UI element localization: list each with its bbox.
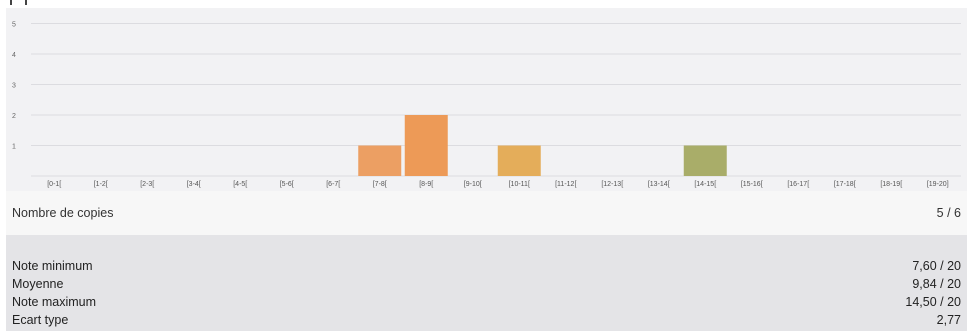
- x-tick-label: [6-7[: [326, 181, 340, 188]
- x-tick-label: [19-20]: [927, 181, 949, 188]
- histogram-bar: [404, 115, 448, 176]
- top-mark: [10, 0, 12, 5]
- stat-row-minimum: Note minimum 7,60 / 20: [12, 257, 961, 275]
- x-tick-label: [16-17[: [787, 181, 809, 188]
- y-tick-label: 5: [12, 22, 16, 29]
- histogram-bar: [358, 145, 402, 176]
- x-tick-label: [17-18[: [834, 181, 856, 188]
- x-tick-label: [1-2[: [94, 181, 108, 188]
- copies-count-value: 5 / 6: [936, 206, 961, 220]
- x-tick-label: [9-10[: [464, 181, 482, 188]
- stat-value: 2,77: [936, 313, 961, 327]
- top-strip: [0, 0, 973, 8]
- x-tick-label: [8-9[: [419, 181, 433, 188]
- stat-row-mean: Moyenne 9,84 / 20: [12, 275, 961, 293]
- statistics-panel: Note minimum 7,60 / 20 Moyenne 9,84 / 20…: [6, 235, 967, 331]
- x-tick-label: [11-12[: [555, 181, 576, 188]
- copies-count-row: Nombre de copies 5 / 6: [6, 191, 967, 235]
- stat-row-std-dev: Ecart type 2,77: [12, 311, 961, 329]
- x-tick-label: [14-15[: [694, 181, 716, 188]
- histogram-bar: [497, 145, 541, 176]
- y-tick-label: 1: [12, 144, 16, 151]
- stat-label: Moyenne: [12, 277, 64, 291]
- y-tick-label: 2: [12, 113, 16, 120]
- x-tick-label: [10-11[: [509, 181, 530, 188]
- stat-label: Note minimum: [12, 259, 93, 273]
- x-tick-label: [5-6[: [280, 181, 294, 188]
- stat-row-maximum: Note maximum 14,50 / 20: [12, 293, 961, 311]
- x-tick-label: [15-16[: [741, 181, 763, 188]
- x-tick-label: [7-8[: [373, 181, 387, 188]
- stat-label: Ecart type: [12, 313, 69, 327]
- y-tick-label: 3: [12, 83, 16, 90]
- x-tick-label: [13-14[: [648, 181, 670, 188]
- stat-value: 9,84 / 20: [912, 277, 961, 291]
- histogram-chart: 1 2 3 4 5 [0-1[ [1-2[ [2-3[ [3-4[ [4-5[ [5-6[ [6-7[…: [6, 8, 967, 191]
- stat-label: Note maximum: [12, 295, 97, 309]
- top-mark: [25, 0, 27, 5]
- x-tick-label: [12-13[: [601, 181, 623, 188]
- x-tick-label: [4-5[: [233, 181, 247, 188]
- stat-value: 14,50 / 20: [905, 295, 961, 309]
- x-tick-label: [2-3[: [140, 181, 154, 188]
- stat-value: 7,60 / 20: [912, 259, 961, 273]
- x-tick-label: [0-1[: [47, 181, 61, 188]
- x-tick-label: [18-19[: [880, 181, 902, 188]
- x-tick-label: [3-4[: [187, 181, 201, 188]
- y-tick-label: 4: [12, 52, 16, 59]
- copies-count-label: Nombre de copies: [12, 206, 114, 220]
- histogram-svg: 1 2 3 4 5 [0-1[ [1-2[ [2-3[ [3-4[ [4-5[ [5-6[ [6-7[…: [12, 22, 961, 188]
- histogram-bar: [683, 145, 727, 176]
